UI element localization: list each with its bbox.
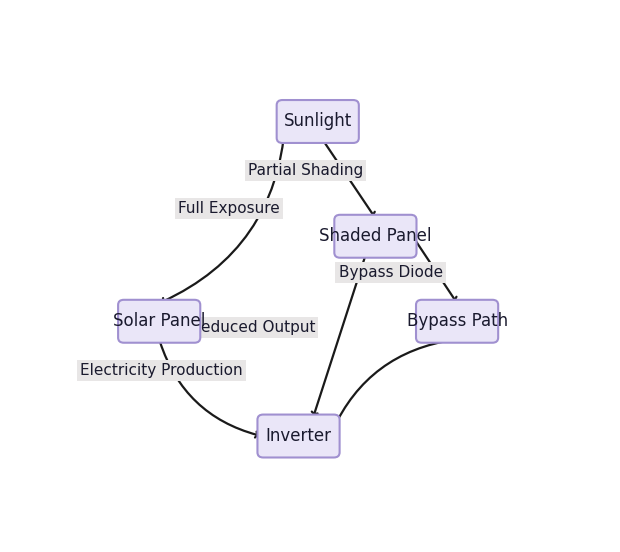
Text: Shaded Panel: Shaded Panel: [319, 227, 432, 245]
FancyBboxPatch shape: [277, 100, 359, 143]
FancyBboxPatch shape: [118, 300, 200, 343]
FancyBboxPatch shape: [257, 415, 340, 458]
Text: Solar Panel: Solar Panel: [113, 312, 205, 330]
FancyBboxPatch shape: [416, 300, 498, 343]
Text: Electricity Production: Electricity Production: [80, 363, 243, 378]
Text: Bypass Path: Bypass Path: [407, 312, 508, 330]
Text: Reduced Output: Reduced Output: [190, 320, 315, 335]
Text: Bypass Diode: Bypass Diode: [339, 265, 443, 280]
Text: Partial Shading: Partial Shading: [248, 163, 363, 178]
Text: Inverter: Inverter: [265, 427, 332, 445]
FancyBboxPatch shape: [334, 215, 417, 258]
Text: Full Exposure: Full Exposure: [179, 201, 280, 216]
Text: Sunlight: Sunlight: [283, 113, 352, 130]
